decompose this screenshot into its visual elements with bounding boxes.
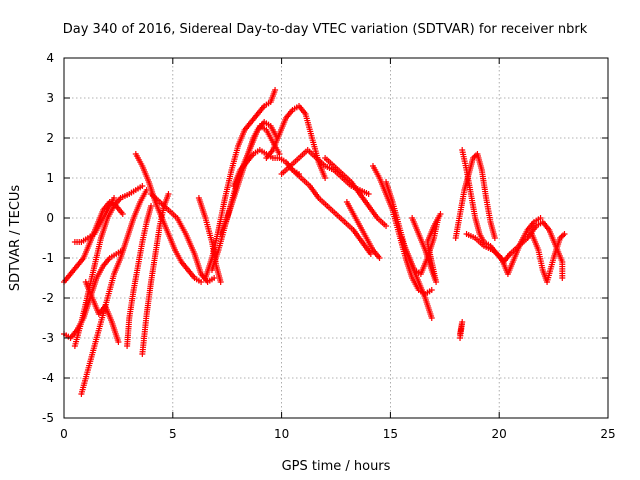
plot-frame — [63, 57, 609, 419]
data-point — [367, 251, 374, 257]
series-s20 — [343, 199, 383, 261]
y-axis-title: SDTVAR / TECUs — [8, 185, 23, 292]
series-s28 — [463, 215, 544, 277]
x-tick-label: 25 — [600, 427, 615, 441]
series-s14 — [217, 123, 283, 237]
data-point — [322, 175, 329, 181]
data-point — [272, 87, 279, 93]
series-s6 — [82, 279, 122, 345]
y-tick-label: 2 — [46, 131, 54, 145]
axis-ticks — [63, 57, 609, 419]
y-tick-label: -4 — [42, 371, 54, 385]
data-point — [491, 235, 498, 241]
x-axis-title: GPS time / hours — [282, 459, 391, 474]
x-tick-label: 20 — [492, 427, 507, 441]
data-point — [376, 255, 383, 261]
series-s5 — [71, 195, 118, 245]
series-s3 — [71, 183, 146, 349]
data-point — [139, 183, 146, 189]
y-tick-label: 4 — [46, 51, 54, 65]
data-point — [198, 279, 205, 285]
series-s15 — [230, 147, 303, 189]
data-points — [61, 87, 568, 397]
series-s16 — [263, 103, 329, 181]
series-s13 — [208, 119, 281, 273]
x-tick-label: 5 — [169, 427, 177, 441]
y-tick-labels: -5 -4 -3 -2 -1 0 1 2 3 4 — [42, 51, 54, 425]
data-point — [428, 315, 435, 321]
data-point — [217, 279, 224, 285]
series-s30 — [528, 231, 568, 285]
data-point — [457, 335, 464, 341]
data-point — [165, 191, 172, 197]
data-point — [211, 275, 218, 281]
series-s7 — [124, 203, 155, 349]
series-s18 — [289, 167, 374, 257]
x-tick-label: 10 — [274, 427, 289, 441]
y-tick-label: -3 — [42, 331, 54, 345]
data-point — [119, 211, 126, 217]
series-s8 — [139, 191, 172, 357]
data-point — [383, 223, 390, 229]
data-point — [537, 215, 544, 221]
y-tick-label: 1 — [46, 171, 54, 185]
x-tick-label: 15 — [383, 427, 398, 441]
series-s25 — [457, 319, 466, 341]
y-tick-label: 0 — [46, 211, 54, 225]
series-s24 — [409, 211, 444, 285]
y-tick-label: 3 — [46, 91, 54, 105]
data-point — [561, 231, 568, 237]
x-tick-label: 0 — [60, 427, 68, 441]
data-point — [148, 203, 155, 209]
chart-title: Day 340 of 2016, Sidereal Day-to-day VTE… — [63, 22, 588, 37]
series-s10 — [148, 191, 218, 285]
data-point — [111, 195, 118, 201]
x-tick-labels: 0 5 10 15 20 25 — [60, 427, 615, 441]
data-point — [428, 287, 435, 293]
series-s19 — [322, 155, 390, 229]
y-tick-label: -5 — [42, 411, 54, 425]
data-point — [559, 275, 566, 281]
y-tick-label: -1 — [42, 251, 54, 265]
series-s9 — [132, 151, 205, 285]
series-s4 — [78, 187, 150, 397]
series-s12 — [202, 87, 279, 281]
data-point — [437, 211, 444, 217]
data-point — [365, 191, 372, 197]
y-tick-label: -2 — [42, 291, 54, 305]
data-point — [82, 279, 89, 285]
